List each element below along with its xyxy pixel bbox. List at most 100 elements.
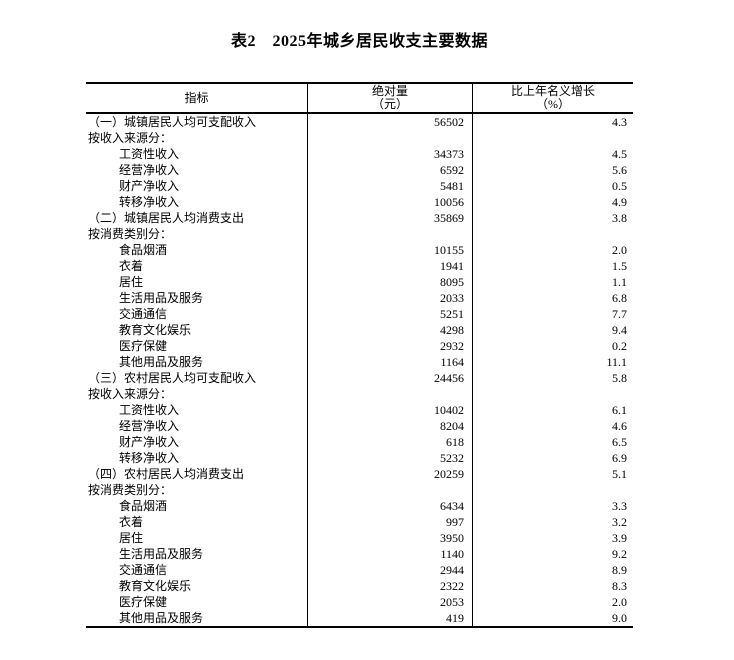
table-body: （一）城镇居民人均可支配收入 56502 4.3 按收入来源分： 工资性收入 34373 4… bbox=[86, 114, 633, 626]
row-absolute-value bbox=[308, 386, 473, 402]
header-label: 绝对量 bbox=[371, 84, 408, 98]
table-row: 按收入来源分： bbox=[86, 130, 633, 146]
row-growth-value: 9.2 bbox=[612, 547, 627, 561]
row-indicator-label: 居住 bbox=[86, 530, 308, 546]
row-growth-value: 5.1 bbox=[612, 467, 627, 481]
table-row: 交通通信 2944 8.9 bbox=[86, 562, 633, 578]
row-growth-value: 1.1 bbox=[612, 275, 627, 289]
row-absolute-value bbox=[308, 482, 473, 498]
table-row: 医疗保健 2932 0.2 bbox=[86, 338, 633, 354]
table-row: 财产净收入 618 6.5 bbox=[86, 434, 633, 450]
row-growth-value: 3.2 bbox=[612, 515, 627, 529]
row-growth-value: 9.0 bbox=[612, 611, 627, 625]
row-indicator-label: 衣着 bbox=[86, 258, 308, 274]
row-absolute-value: 5481 bbox=[308, 178, 473, 194]
row-absolute-value: 1140 bbox=[308, 546, 473, 562]
row-absolute-value: 10056 bbox=[308, 194, 473, 210]
table-row: 工资性收入 34373 4.5 bbox=[86, 146, 633, 162]
table-row: 财产净收入 5481 0.5 bbox=[86, 178, 633, 194]
row-growth-value: 11.1 bbox=[606, 355, 627, 369]
row-growth-value: 4.6 bbox=[612, 419, 627, 433]
row-indicator-label: 居住 bbox=[86, 274, 308, 290]
row-absolute-value bbox=[308, 226, 473, 242]
row-growth-value: 5.6 bbox=[612, 163, 627, 177]
table-row: 按消费类别分： bbox=[86, 482, 633, 498]
row-absolute-value: 2932 bbox=[308, 338, 473, 354]
row-growth-value: 2.0 bbox=[612, 243, 627, 257]
table-row: 按收入来源分： bbox=[86, 386, 633, 402]
table-row: 工资性收入 10402 6.1 bbox=[86, 402, 633, 418]
row-growth-value bbox=[473, 386, 633, 402]
table-row: 按消费类别分： bbox=[86, 226, 633, 242]
row-absolute-value bbox=[308, 130, 473, 146]
row-indicator-label: （一）城镇居民人均可支配收入 bbox=[86, 114, 308, 130]
row-absolute-value: 997 bbox=[308, 514, 473, 530]
table-row: （二）城镇居民人均消费支出 35869 3.8 bbox=[86, 210, 633, 226]
row-absolute-value: 24456 bbox=[308, 370, 473, 386]
row-absolute-value: 34373 bbox=[308, 146, 473, 162]
row-absolute-value: 6434 bbox=[308, 498, 473, 514]
row-growth-value: 4.9 bbox=[612, 195, 627, 209]
row-growth-value: 6.9 bbox=[612, 451, 627, 465]
row-absolute-value: 5232 bbox=[308, 450, 473, 466]
row-absolute-value: 5251 bbox=[308, 306, 473, 322]
table-row: 衣着 997 3.2 bbox=[86, 514, 633, 530]
row-absolute-value: 6592 bbox=[308, 162, 473, 178]
row-indicator-label: 按消费类别分： bbox=[86, 482, 308, 498]
table-row: 生活用品及服务 2033 6.8 bbox=[86, 290, 633, 306]
table-row: 经营净收入 6592 5.6 bbox=[86, 162, 633, 178]
header-label: 指标 bbox=[184, 90, 209, 105]
row-absolute-value: 1164 bbox=[308, 354, 473, 370]
row-indicator-label: 医疗保健 bbox=[86, 594, 308, 610]
row-indicator-label: 财产净收入 bbox=[86, 178, 308, 194]
table-row: 食品烟酒 6434 3.3 bbox=[86, 498, 633, 514]
row-absolute-value: 10155 bbox=[308, 242, 473, 258]
row-growth-value: 7.7 bbox=[612, 307, 627, 321]
row-absolute-value: 2322 bbox=[308, 578, 473, 594]
row-indicator-label: 按收入来源分： bbox=[86, 130, 308, 146]
row-indicator-label: 转移净收入 bbox=[86, 450, 308, 466]
header-label: 比上年名义增长 bbox=[510, 84, 595, 98]
header-sublabel: （元） bbox=[371, 97, 408, 111]
row-growth-value: 3.3 bbox=[612, 499, 627, 513]
row-growth-value: 8.3 bbox=[612, 579, 627, 593]
row-growth-value: 3.8 bbox=[612, 211, 627, 225]
row-indicator-label: 教育文化娱乐 bbox=[86, 578, 308, 594]
row-absolute-value: 8095 bbox=[308, 274, 473, 290]
row-indicator-label: 食品烟酒 bbox=[86, 242, 308, 258]
table-row: 居住 8095 1.1 bbox=[86, 274, 633, 290]
row-growth-value: 6.1 bbox=[612, 403, 627, 417]
row-absolute-value: 8204 bbox=[308, 418, 473, 434]
row-growth-value: 1.5 bbox=[612, 259, 627, 273]
row-indicator-label: 工资性收入 bbox=[86, 146, 308, 162]
row-growth-value bbox=[473, 226, 633, 242]
row-growth-value: 6.5 bbox=[612, 435, 627, 449]
row-indicator-label: 生活用品及服务 bbox=[86, 290, 308, 306]
table-row: 教育文化娱乐 2322 8.3 bbox=[86, 578, 633, 594]
table-row: （四）农村居民人均消费支出 20259 5.1 bbox=[86, 466, 633, 482]
row-absolute-value: 56502 bbox=[308, 114, 473, 130]
row-indicator-label: （四）农村居民人均消费支出 bbox=[86, 466, 308, 482]
row-indicator-label: （二）城镇居民人均消费支出 bbox=[86, 210, 308, 226]
row-indicator-label: 交通通信 bbox=[86, 306, 308, 322]
row-growth-value: 0.2 bbox=[612, 339, 627, 353]
table-row: 教育文化娱乐 4298 9.4 bbox=[86, 322, 633, 338]
row-absolute-value: 2053 bbox=[308, 594, 473, 610]
row-growth-value: 8.9 bbox=[612, 563, 627, 577]
row-growth-value: 6.8 bbox=[612, 291, 627, 305]
header-sublabel: （%） bbox=[536, 97, 570, 111]
row-growth-value: 4.5 bbox=[612, 147, 627, 161]
row-growth-value: 0.5 bbox=[612, 179, 627, 193]
row-growth-value bbox=[473, 482, 633, 498]
row-indicator-label: 经营净收入 bbox=[86, 418, 308, 434]
row-indicator-label: 财产净收入 bbox=[86, 434, 308, 450]
row-indicator-label: 按消费类别分： bbox=[86, 226, 308, 242]
row-absolute-value: 10402 bbox=[308, 402, 473, 418]
table-row: 其他用品及服务 419 9.0 bbox=[86, 610, 633, 626]
column-header-indicator: 指标 bbox=[86, 84, 308, 112]
row-absolute-value: 35869 bbox=[308, 210, 473, 226]
row-growth-value: 2.0 bbox=[612, 595, 627, 609]
row-indicator-label: 衣着 bbox=[86, 514, 308, 530]
table-row: 衣着 1941 1.5 bbox=[86, 258, 633, 274]
